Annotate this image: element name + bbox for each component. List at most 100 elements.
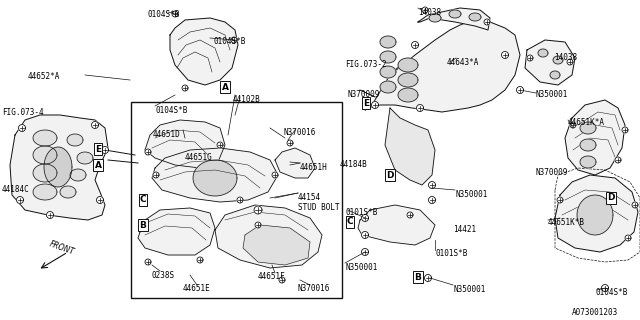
Polygon shape: [380, 81, 396, 93]
Polygon shape: [398, 88, 418, 102]
Polygon shape: [19, 124, 26, 132]
Polygon shape: [398, 58, 418, 72]
Text: A073001203: A073001203: [572, 308, 618, 317]
Text: FIG.073-2: FIG.073-2: [345, 60, 387, 69]
Polygon shape: [418, 8, 490, 30]
Text: C: C: [347, 218, 353, 227]
Text: A: A: [221, 83, 228, 92]
Text: C: C: [140, 196, 147, 204]
Text: FIG.073-4: FIG.073-4: [2, 108, 44, 117]
Text: D: D: [607, 194, 615, 203]
Polygon shape: [555, 175, 638, 252]
Polygon shape: [449, 10, 461, 18]
Text: N350001: N350001: [536, 90, 568, 99]
Text: 44651G: 44651G: [185, 153, 212, 162]
Polygon shape: [602, 284, 609, 292]
Polygon shape: [272, 172, 278, 178]
Polygon shape: [580, 156, 596, 168]
Polygon shape: [422, 7, 428, 13]
Text: 0104S*B: 0104S*B: [148, 10, 180, 19]
Polygon shape: [145, 259, 151, 265]
Polygon shape: [580, 122, 596, 134]
Text: 44651K*A: 44651K*A: [568, 118, 605, 127]
Polygon shape: [385, 108, 435, 185]
Text: 44184C: 44184C: [2, 185, 29, 194]
Polygon shape: [622, 127, 628, 133]
Text: 44154: 44154: [298, 193, 321, 202]
Text: 0104S*B: 0104S*B: [213, 37, 245, 46]
Polygon shape: [254, 206, 262, 214]
Polygon shape: [70, 169, 86, 181]
Polygon shape: [625, 235, 631, 241]
Polygon shape: [417, 105, 424, 111]
Text: 44651F: 44651F: [258, 272, 285, 281]
Text: 0104S*B: 0104S*B: [596, 288, 628, 297]
Polygon shape: [10, 115, 108, 220]
Text: 14421: 14421: [453, 225, 476, 234]
Polygon shape: [362, 231, 369, 238]
Polygon shape: [67, 134, 83, 146]
Polygon shape: [380, 51, 396, 63]
Polygon shape: [33, 146, 57, 164]
Polygon shape: [424, 275, 431, 282]
Polygon shape: [197, 257, 203, 263]
Polygon shape: [102, 147, 109, 154]
Polygon shape: [92, 122, 99, 129]
Text: B: B: [415, 273, 421, 282]
Polygon shape: [215, 205, 322, 268]
Text: A: A: [95, 161, 102, 170]
Polygon shape: [193, 160, 237, 196]
Polygon shape: [429, 14, 441, 22]
Polygon shape: [33, 184, 57, 200]
Polygon shape: [279, 277, 285, 283]
Text: 44651D: 44651D: [153, 130, 180, 139]
Text: 44651E: 44651E: [183, 284, 211, 293]
Polygon shape: [275, 148, 315, 178]
Text: 44651H: 44651H: [300, 163, 328, 172]
Polygon shape: [255, 222, 261, 228]
Polygon shape: [287, 140, 293, 146]
Polygon shape: [358, 205, 435, 245]
Polygon shape: [557, 197, 563, 203]
Polygon shape: [429, 181, 435, 188]
Text: N370016: N370016: [283, 128, 316, 137]
Text: 44184B: 44184B: [340, 160, 368, 169]
Polygon shape: [77, 152, 93, 164]
Polygon shape: [553, 56, 563, 64]
Text: 44652*A: 44652*A: [28, 72, 60, 81]
Polygon shape: [527, 55, 533, 61]
Polygon shape: [33, 164, 57, 182]
Polygon shape: [231, 37, 237, 43]
Text: N350001: N350001: [455, 190, 488, 199]
Polygon shape: [243, 225, 310, 265]
Polygon shape: [615, 157, 621, 163]
Polygon shape: [398, 73, 418, 87]
Polygon shape: [145, 149, 151, 155]
Bar: [131, 102, 342, 298]
Text: 0101S*B: 0101S*B: [435, 249, 467, 258]
Polygon shape: [577, 195, 613, 235]
Text: 14038: 14038: [418, 8, 441, 17]
Text: N350001: N350001: [345, 263, 378, 272]
Polygon shape: [172, 11, 178, 17]
Polygon shape: [97, 196, 104, 204]
Polygon shape: [538, 49, 548, 57]
Text: 14038: 14038: [554, 53, 577, 62]
Polygon shape: [580, 139, 596, 151]
Polygon shape: [237, 197, 243, 203]
Polygon shape: [469, 13, 481, 21]
Polygon shape: [365, 20, 520, 112]
Polygon shape: [380, 36, 396, 48]
Text: N370009: N370009: [348, 90, 380, 99]
Polygon shape: [60, 186, 76, 198]
Polygon shape: [565, 100, 625, 175]
Text: N370009: N370009: [536, 168, 568, 177]
Text: 44102B: 44102B: [233, 95, 260, 104]
Text: B: B: [140, 220, 147, 229]
Polygon shape: [484, 19, 490, 25]
Text: 0104S*B: 0104S*B: [155, 106, 188, 115]
Polygon shape: [516, 86, 524, 93]
Polygon shape: [17, 196, 24, 204]
Polygon shape: [44, 147, 72, 187]
Polygon shape: [217, 142, 223, 148]
